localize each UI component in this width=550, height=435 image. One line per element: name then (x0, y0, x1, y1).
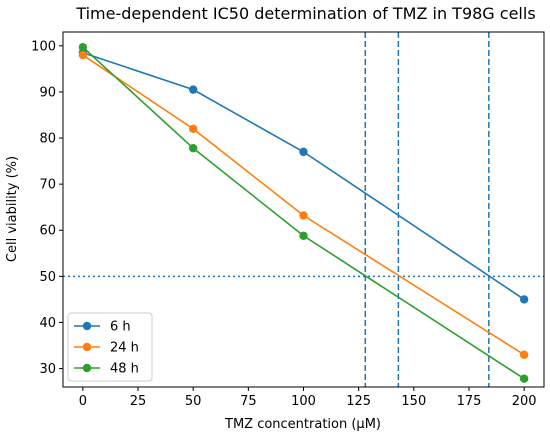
x-axis: 0 25 50 75 100 125 150 175 200 (79, 387, 537, 409)
data-point (519, 374, 529, 383)
series-line (82, 54, 525, 356)
series-line (82, 51, 525, 301)
x-tick-label: 50 (185, 394, 202, 409)
data-point (519, 295, 529, 304)
y-tick-label: 60 (39, 224, 56, 239)
x-tick-label: 25 (130, 394, 147, 409)
y-tick-label: 30 (39, 362, 56, 377)
y-tick-label: 50 (39, 270, 56, 285)
y-tick-label: 90 (39, 85, 56, 100)
legend-swatch-marker (82, 342, 92, 352)
data-point (299, 211, 308, 220)
y-axis: 30 40 50 60 70 80 90 100 (31, 39, 63, 377)
data-point (188, 124, 198, 134)
legend-label: 24 h (110, 341, 139, 356)
data-point (78, 50, 88, 60)
plot-area (63, 32, 544, 387)
legend-label: 6 h (110, 320, 131, 335)
chart-title: Time-dependent IC50 determination of TMZ… (75, 4, 535, 23)
x-tick-label: 175 (457, 394, 482, 409)
data-point (299, 231, 308, 240)
y-tick-label: 40 (39, 316, 56, 331)
data-point (519, 350, 529, 359)
x-axis-label: TMZ concentration (µM) (224, 417, 381, 432)
legend-label: 48 h (110, 362, 139, 377)
x-tick-label: 0 (79, 394, 87, 409)
data-point (299, 147, 308, 157)
x-tick-label: 75 (240, 394, 257, 409)
data-point (188, 85, 198, 94)
series-line (82, 46, 525, 380)
y-tick-label: 70 (39, 178, 56, 193)
legend: 6 h 24 h 48 h (67, 312, 153, 382)
y-tick-label: 80 (39, 132, 56, 147)
x-tick-label: 100 (291, 394, 316, 409)
x-tick-label: 200 (512, 394, 537, 409)
x-tick-label: 150 (401, 394, 426, 409)
legend-box (67, 312, 153, 382)
x-tick-label: 125 (346, 394, 371, 409)
data-point (188, 143, 198, 153)
legend-swatch-marker (82, 363, 92, 373)
y-axis-label: Cell viability (%) (5, 156, 20, 262)
legend-swatch-marker (82, 321, 92, 331)
y-tick-label: 100 (31, 39, 56, 54)
data-point (78, 43, 88, 52)
